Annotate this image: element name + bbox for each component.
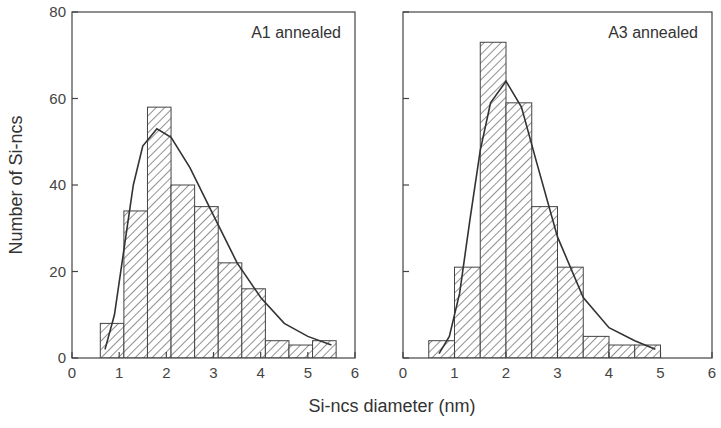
x-tick bbox=[213, 352, 214, 358]
y-tick-label: 80 bbox=[49, 3, 66, 20]
histogram-bar bbox=[583, 336, 609, 358]
x-tick bbox=[557, 352, 558, 358]
fit-curve bbox=[439, 81, 655, 353]
y-tick bbox=[72, 357, 78, 358]
x-tick-label: 6 bbox=[351, 364, 359, 381]
x-tick-label: 0 bbox=[68, 364, 76, 381]
x-tick-label: 3 bbox=[553, 364, 561, 381]
panel-title: A1 annealed bbox=[251, 24, 341, 41]
histogram-bar bbox=[289, 345, 313, 358]
y-tick bbox=[403, 357, 409, 358]
x-tick bbox=[119, 352, 120, 358]
x-tick bbox=[260, 352, 261, 358]
plot-frame bbox=[403, 12, 712, 358]
histogram-bar bbox=[147, 107, 171, 358]
x-tick bbox=[608, 352, 609, 358]
histogram-bar bbox=[171, 185, 195, 358]
histogram-bar bbox=[558, 267, 584, 358]
x-tick bbox=[660, 352, 661, 358]
x-tick-label: 6 bbox=[708, 364, 716, 381]
x-tick-label: 3 bbox=[209, 364, 217, 381]
histogram-bar bbox=[265, 341, 289, 358]
x-tick bbox=[166, 352, 167, 358]
x-tick bbox=[71, 352, 72, 358]
x-tick-label: 2 bbox=[162, 364, 170, 381]
panel-title: A3 annealed bbox=[608, 24, 698, 41]
x-tick bbox=[307, 352, 308, 358]
y-tick bbox=[72, 98, 78, 99]
y-tick bbox=[72, 11, 78, 12]
y-tick bbox=[72, 184, 78, 185]
x-tick bbox=[402, 352, 403, 358]
histogram-bar bbox=[609, 345, 635, 358]
y-tick-label: 0 bbox=[58, 349, 66, 366]
y-axis-label: Number of Si-ncs bbox=[6, 115, 26, 254]
y-tick bbox=[403, 271, 409, 272]
figure: 0123456020406080A1 annealedSi-ncs diamet… bbox=[0, 0, 721, 428]
histogram-bar bbox=[455, 267, 481, 358]
histogram-bar bbox=[218, 263, 242, 358]
y-tick bbox=[403, 184, 409, 185]
x-tick bbox=[454, 352, 455, 358]
plot-frame bbox=[72, 12, 355, 358]
histogram-bar bbox=[124, 211, 148, 358]
y-tick bbox=[403, 98, 409, 99]
y-tick-label: 60 bbox=[49, 90, 66, 107]
histogram-bar bbox=[195, 207, 219, 358]
x-tick-label: 5 bbox=[656, 364, 664, 381]
x-tick-label: 5 bbox=[304, 364, 312, 381]
x-tick-label: 1 bbox=[115, 364, 123, 381]
histogram-bar bbox=[100, 323, 124, 358]
x-tick-label: 1 bbox=[450, 364, 458, 381]
histogram-bar bbox=[532, 207, 558, 358]
histogram-bar bbox=[506, 103, 532, 358]
y-tick bbox=[403, 11, 409, 12]
panel: 0 1 2 3 4 5 6 A3 annealed bbox=[399, 12, 716, 381]
x-tick bbox=[711, 352, 712, 358]
plot-area bbox=[429, 42, 661, 358]
histogram-bar bbox=[313, 341, 337, 358]
fit-curve bbox=[105, 129, 331, 350]
x-tick-label: 4 bbox=[256, 364, 264, 381]
x-tick-label: 0 bbox=[399, 364, 407, 381]
panel: 0123456020406080A1 annealed bbox=[49, 3, 359, 381]
x-tick bbox=[354, 352, 355, 358]
y-tick-label: 20 bbox=[49, 263, 66, 280]
x-tick-label: 4 bbox=[605, 364, 613, 381]
y-tick bbox=[72, 271, 78, 272]
x-axis-label: Si-ncs diameter (nm) bbox=[308, 396, 475, 416]
x-tick bbox=[505, 352, 506, 358]
histogram-bar bbox=[480, 42, 506, 358]
y-tick-label: 40 bbox=[49, 176, 66, 193]
x-tick-label: 2 bbox=[502, 364, 510, 381]
plot-area bbox=[100, 107, 336, 358]
